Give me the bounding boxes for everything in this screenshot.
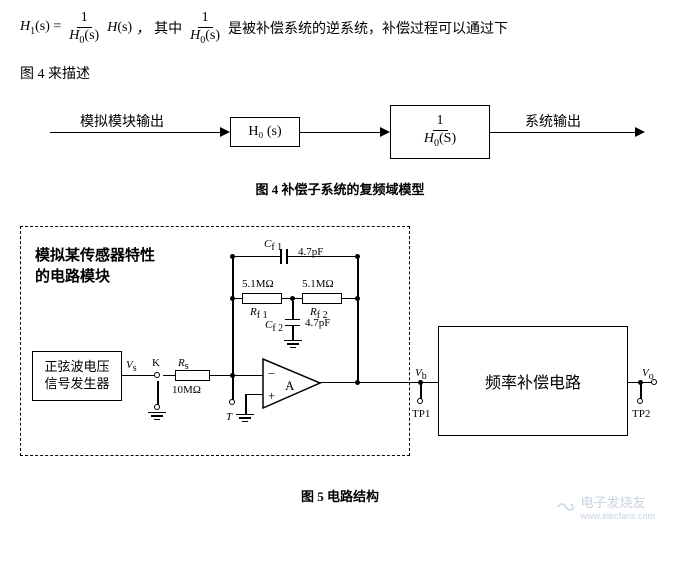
svg-text:−: − [268,366,275,381]
fig5-tp1-label: TP1 [412,408,430,420]
fig5-cf1-label: Cf 1 [264,238,282,253]
eq-mul: H(s) [107,20,132,36]
fig5-generator-box: 正弦波电压 信号发生器 [32,351,122,401]
fig4-box-inverse: 1 H0(S) [390,105,490,159]
figure-4-diagram: 模拟模块输出 H₀ (s) 1 H0(S) 系统输出 [50,97,630,167]
fig5-opamp: A − + [260,356,330,411]
fig4-in-label: 模拟模块输出 [80,111,164,131]
fig5-rs-resistor [175,370,210,381]
eq-tail: 是被补偿系统的逆系统，补偿过程可以通过下 [228,18,508,38]
fig5-t-label: T [226,411,232,423]
eq-comma: ， [136,18,150,38]
fig4-box-h0: H₀ (s) [230,117,300,147]
fig5-k-label: K [152,357,160,369]
fig5-rf2 [302,293,342,304]
fig5-cf1-value: 4.7pF [298,246,323,258]
equation-line: H1(s) = 1 H0(s) H(s) ， 其中 1 H0(s) 是被补偿系统… [20,10,660,47]
eq-frac2: 1 H0(s) [186,10,224,47]
fig5-tp2-label: TP2 [632,408,650,420]
eq-lhs: H1(s) = [20,19,61,37]
fig4-out-label: 系统输出 [525,111,581,131]
fig5-rf1-value: 5.1MΩ [242,278,274,290]
fig5-vs-label: Vs [126,359,137,374]
fig5-cf2-value: 4.7pF [305,317,330,329]
figure-5-circuit: 模拟某传感器特性 的电路模块 正弦波电压 信号发生器 Vs K Rs 10MΩ … [20,216,660,466]
eq-mid: 其中 [154,18,182,38]
watermark: 电子发烧友 www.elecfans.com [556,492,655,521]
fig5-rs-value: 10MΩ [172,384,201,396]
figure-4-caption: 图 4 补偿子系统的复频域模型 [20,179,660,198]
fig5-rf2-value: 5.1MΩ [302,278,334,290]
fig5-comp-box: 频率补偿电路 [438,326,628,436]
fig5-rf1 [242,293,282,304]
desc-line2: 图 4 来描述 [20,63,660,83]
watermark-icon [556,497,576,517]
fig5-cf2-label: Cf 2 [265,319,283,334]
svg-text:+: + [268,388,275,403]
eq-frac1: 1 H0(s) [65,10,103,47]
fig5-module-title: 模拟某传感器特性 的电路模块 [35,246,155,288]
svg-text:A: A [285,378,295,393]
